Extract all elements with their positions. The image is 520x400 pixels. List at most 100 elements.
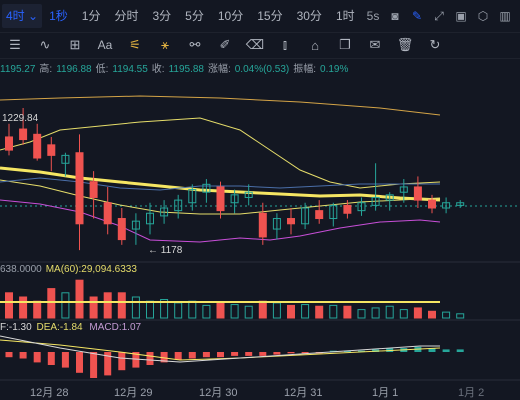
volume-bar [301,304,310,319]
macd-bar [202,352,210,358]
macd-dea-label: DEA: [36,322,60,333]
timeframe-5[interactable]: 10分 [217,9,244,23]
gear-icon[interactable]: ⬡ [477,9,489,23]
expand-icon[interactable]: ⤢ [434,8,444,23]
volume-bar [75,279,84,319]
candle-body [287,218,295,225]
macd-bar [273,352,281,355]
ohlc-info: 1195.27 高: 1196.88 低: 1194.55 收: 1195.88 涨幅: 0.0… [0,60,352,75]
volume-bar [216,302,225,319]
volume-bar [385,305,394,319]
eraser-tool-icon[interactable]: ⌫ [245,37,265,52]
volume-bar [244,305,253,319]
macd-bar [33,352,41,363]
macd-bar [47,352,55,365]
high-label: 高: [39,64,53,75]
volume-bar [230,304,239,319]
ruler-tool-icon[interactable]: ⚹ [161,37,169,52]
box-tool-icon[interactable]: ⊞ [69,37,81,52]
menu-lines-icon[interactable]: ☰ [9,37,21,52]
candle-body [174,199,183,212]
chevron-down-icon: ⌄ [28,9,39,23]
amp-value: 0.19% [320,64,349,75]
candle-tool-icon[interactable]: ⫾ [282,37,288,52]
note-tool-icon[interactable]: ✉ [369,37,381,52]
volume-bar [315,305,324,319]
volume-bar [329,304,338,319]
magnet-tool-icon[interactable]: ⚟ [129,37,141,52]
candle-body [456,202,465,206]
settings-icon[interactable]: ▣ [455,9,467,23]
candle-body [272,218,281,230]
refresh-icon[interactable]: ↻ [429,37,441,52]
volume-ma-label: MA(60): [45,264,82,275]
macd-bar [90,352,98,378]
volume-ma-value: 29,094.6333 [81,264,137,275]
candle-body [315,210,324,220]
amp-label: 振幅: [293,64,317,75]
pencil-icon[interactable]: ✎ [411,9,423,23]
high-mark-label: 1229.84 [2,113,39,124]
copy-tool-icon[interactable]: ❐ [339,37,351,52]
macd-bar [231,352,239,356]
timeframe-8[interactable]: 1时 [335,9,355,23]
macd-dif-value: F:-1.30 [0,322,32,333]
candle-body [146,212,154,225]
macd-label: MACD: [89,322,122,333]
macd-value: 1.07 [121,322,142,333]
line-tool-icon[interactable]: ∿ [39,37,51,52]
macd-bar [428,348,436,352]
candle-body [413,186,422,201]
date-label: 12月 28 [30,387,69,399]
macd-legend: F:-1.30 DEA:-1.84 MACD:1.07 [0,322,141,333]
macd-bar [245,352,253,356]
candle-body [428,199,436,209]
timeframe-6[interactable]: 15分 [257,9,283,23]
drawing-toolbar: ☰ ∿ ⊞ Aa ⚟ ⚹ ⚯ ✐ ⌫ ⫾ ⌂ ❐ ✉ 🗑 ↻ [0,32,520,59]
candle-body [160,207,169,217]
candle-body [329,204,338,220]
candle-body [371,196,380,206]
candle-body [19,128,28,141]
macd-bar [104,352,112,376]
volume-bar [371,307,380,319]
timeframe-1[interactable]: 1分 [81,9,101,23]
timeframe-dropdown[interactable]: 4时 ⌄ [2,4,43,28]
candle-body [103,202,112,225]
volume-bar [343,305,352,319]
camera-icon[interactable]: ◙ [391,9,399,23]
volume-bar [117,292,126,319]
volume-bar [174,302,183,319]
volume-bar [272,302,281,319]
volume-bar [33,300,42,319]
candle-body [230,194,239,204]
macd-bar [259,352,267,356]
macd-bar [5,352,13,358]
date-label: 12月 29 [114,387,153,399]
candle-body [343,204,352,214]
candle-body [244,191,253,198]
layout-icon[interactable]: ▥ [499,9,511,23]
trash-icon[interactable]: 🗑 [396,37,414,52]
macd-bar [118,352,126,371]
timeframe-2[interactable]: 分时 [114,9,139,23]
macd-bar [343,350,351,352]
speed-selector[interactable]: 5s [366,9,380,23]
macd-dif-line [0,335,440,363]
timeframe-7[interactable]: 30分 [296,9,322,23]
volume-bar [131,296,140,319]
candle-body [117,218,126,241]
candle-body [202,183,211,193]
timeframe-0[interactable]: 1秒 [49,9,68,23]
brush-tool-icon[interactable]: ✐ [219,37,231,52]
volume-value: 638.0000 [0,264,42,275]
pin-tool-icon[interactable]: ⌂ [311,37,319,53]
timeframe-3[interactable]: 3分 [152,9,172,23]
text-tool-button[interactable]: Aa [97,38,113,52]
macd-bar [19,352,27,359]
timeframe-4[interactable]: 5分 [185,9,204,23]
volume-bar [103,292,112,319]
candle-body [357,202,366,212]
link-tool-icon[interactable]: ⚯ [189,37,201,52]
